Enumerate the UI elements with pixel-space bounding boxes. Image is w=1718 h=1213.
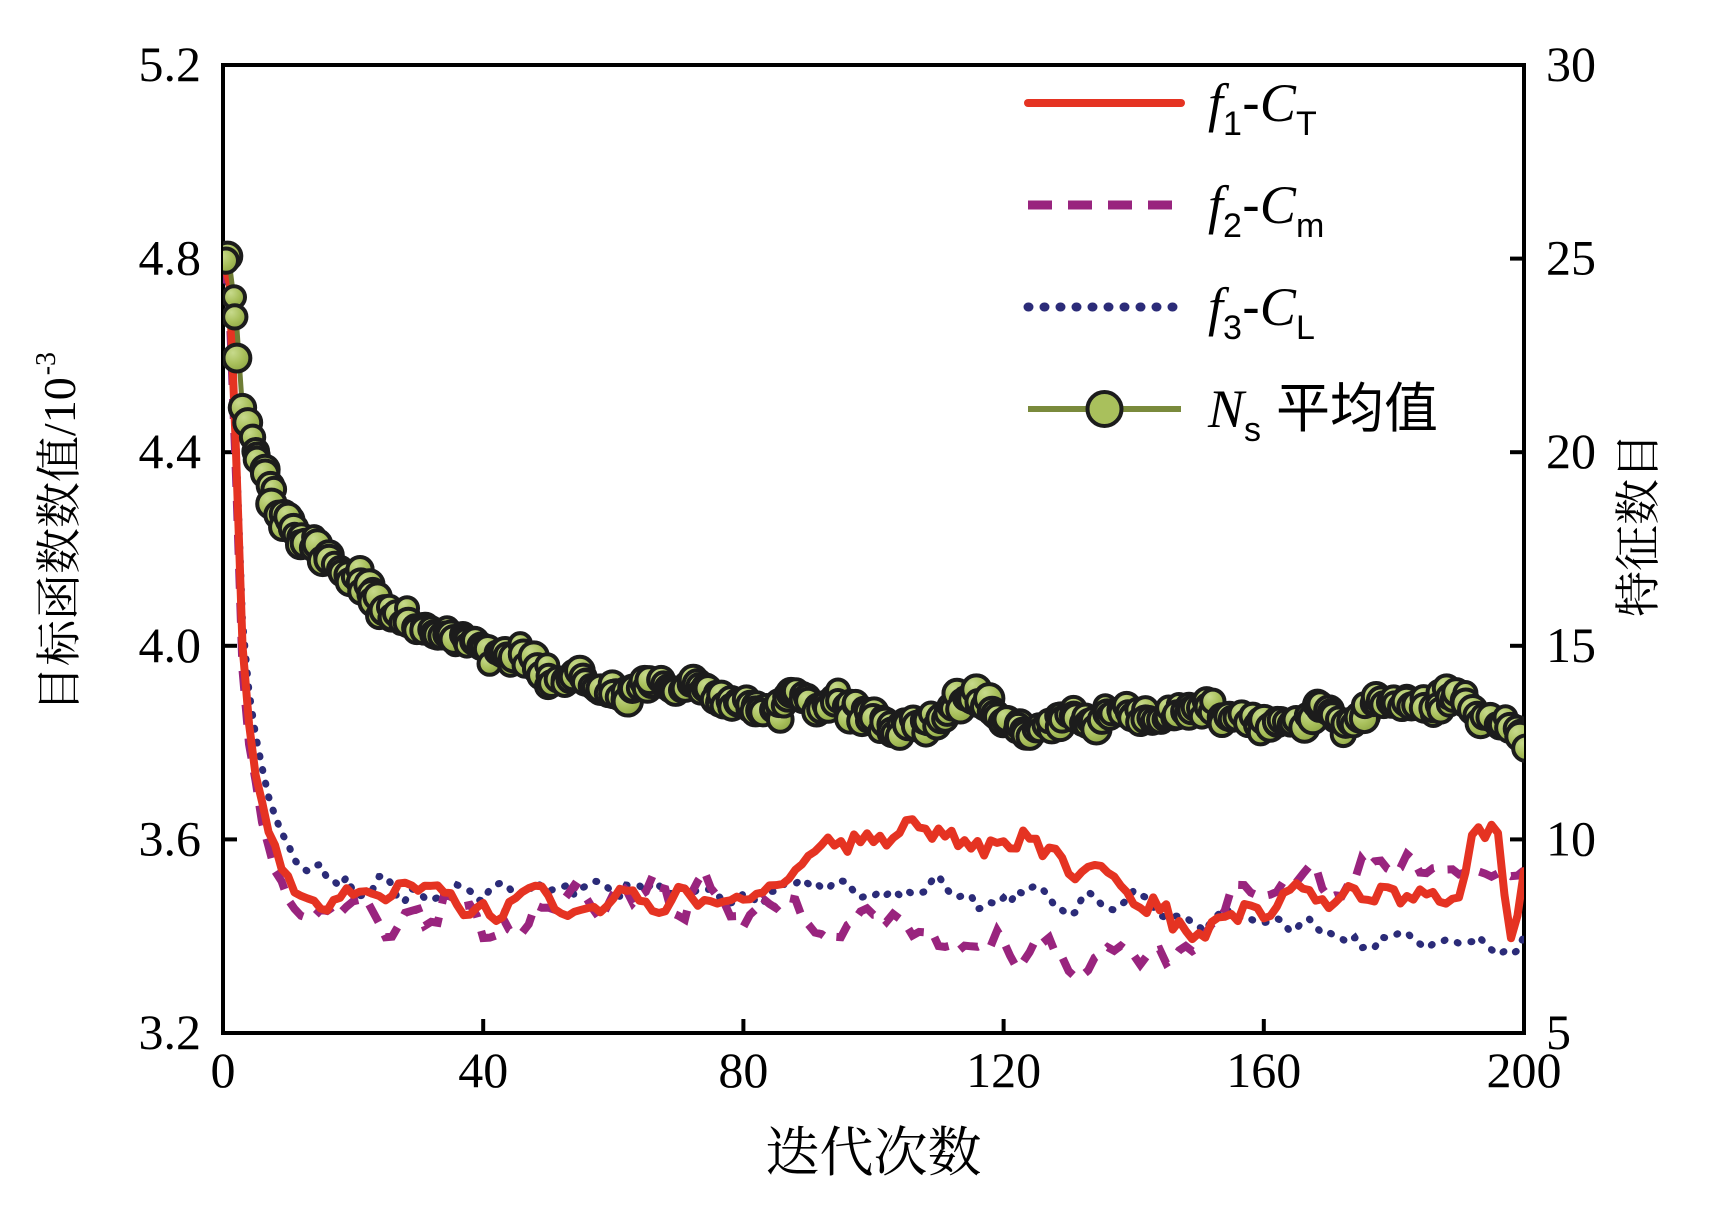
svg-text:4.0: 4.0 [139,617,202,673]
svg-text:120: 120 [966,1042,1041,1098]
svg-text:15: 15 [1546,617,1596,673]
svg-text:Ns 平均值: Ns 平均值 [1207,379,1438,449]
svg-text:3.6: 3.6 [139,810,202,866]
svg-text:40: 40 [458,1042,508,1098]
svg-text:5.2: 5.2 [139,36,202,92]
svg-text:20: 20 [1546,423,1596,479]
svg-text:10: 10 [1546,810,1596,866]
svg-text:4.8: 4.8 [139,230,202,286]
svg-text:80: 80 [718,1042,768,1098]
svg-text:f2-Cm: f2-Cm [1208,175,1324,245]
svg-text:4.4: 4.4 [139,423,202,479]
svg-text:f3-CL: f3-CL [1208,277,1315,347]
svg-text:目标函数数值/10-3: 目标函数数值/10-3 [23,352,89,712]
svg-text:特征数目: 特征数目 [1602,433,1668,617]
svg-text:25: 25 [1546,230,1596,286]
svg-text:30: 30 [1546,36,1596,92]
svg-text:3.2: 3.2 [139,1004,202,1060]
svg-text:迭代次数: 迭代次数 [766,1110,982,1187]
svg-text:160: 160 [1226,1042,1301,1098]
svg-text:f1-CT: f1-CT [1208,73,1317,143]
svg-text:200: 200 [1487,1042,1562,1098]
svg-text:0: 0 [211,1042,236,1098]
